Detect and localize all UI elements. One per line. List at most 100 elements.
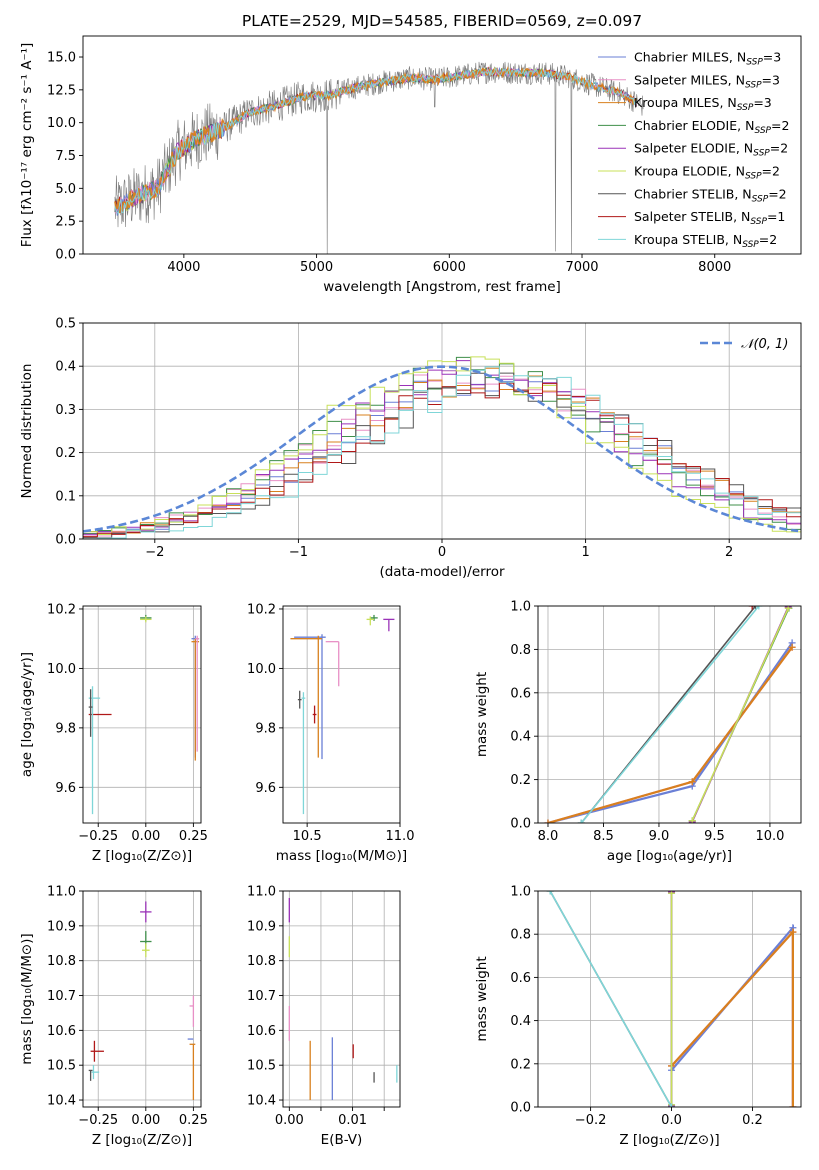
legend-count: =2	[771, 118, 789, 133]
x-axis-label: Z [log₁₀(Z/Z⊙)]	[92, 1132, 192, 1148]
x-axis-label: Z [log₁₀(Z/Z⊙)]	[92, 848, 192, 864]
mass-vs-z-panel: −0.25 0.00 0.25 10.4 10.5 10.6 10.7 10.8 10.9 11.…	[19, 885, 208, 1149]
y-tick-label: 11.0	[247, 885, 276, 900]
weight-kroupa-stelib-marker	[577, 819, 585, 823]
point-kroupa-miles	[290, 635, 322, 758]
y-tick-label: 10.0	[47, 116, 76, 131]
point-kroupa-miles	[191, 638, 200, 761]
legend-label: Salpeter MILES, NSSP=3	[634, 72, 780, 90]
legend-count: =2	[768, 186, 786, 201]
legend-label: Salpeter STELIB, NSSP=1	[634, 209, 785, 227]
legend-text: Kroupa ELODIE, N	[634, 164, 745, 179]
mass-vs-ebv-panel: 0.00 0.01 10.4 10.5 10.6 10.7 10.8 10.9 11.0 E(B-…	[247, 885, 401, 1148]
weight-chabrier-stelib-marker	[752, 606, 760, 610]
legend-count: =3	[762, 72, 780, 87]
x-tick-label: 0.01	[338, 1113, 367, 1128]
point-salpeter-elodie	[383, 618, 395, 632]
y-tick-label: 10.8	[47, 954, 76, 969]
y-axis-label: mass weight	[474, 672, 490, 757]
y-tick-label: 0.6	[510, 971, 531, 986]
point-salpeter-miles	[189, 995, 195, 1027]
x-tick-label: 6000	[433, 260, 466, 275]
weight-vs-age-panel: 8.0 8.5 9.0 9.5 10.0 0.0 0.2 0.4 0.6 0.8 1.0 age [l…	[474, 600, 802, 864]
error-bars	[290, 614, 395, 815]
weight-kroupa-miles-marker	[544, 819, 552, 823]
y-axis-label: mass weight	[474, 956, 490, 1041]
x-tick-label: 0.0	[661, 1113, 682, 1128]
weight-chabrier-miles	[547, 642, 794, 823]
legend-subscript: SSP	[754, 126, 771, 136]
x-tick-label: −0.25	[78, 829, 118, 844]
y-tick-label: 10.4	[247, 1094, 276, 1109]
y-axis-label: Flux [fλ10⁻¹⁷ erg cm⁻² s⁻¹ A⁻¹]	[19, 43, 35, 248]
histograms	[83, 356, 801, 539]
axes-frame	[537, 890, 802, 1108]
y-tick-label: 0.4	[55, 360, 76, 375]
legend-count: =2	[759, 232, 777, 247]
y-tick-label: 0.2	[55, 446, 76, 461]
legend-subscript: SSP	[753, 149, 770, 159]
x-tick-label: 0.00	[131, 1113, 160, 1128]
point-kroupa-stelib	[91, 1065, 100, 1080]
x-axis-label: age [log₁₀(age/yr)]	[607, 848, 732, 864]
point-salpeter-stelib	[90, 1040, 104, 1062]
y-tick-label: 10.6	[247, 1024, 276, 1039]
legend-text: Chabrier MILES, N	[634, 50, 746, 65]
point-kroupa-elodie	[140, 616, 152, 623]
x-tick-label: 1	[581, 545, 589, 560]
legend-subscript: SSP	[745, 80, 762, 90]
y-tick-label: 15.0	[47, 51, 76, 66]
x-axis-label: (data-model)/error	[379, 564, 505, 580]
y-tick-label: 5.0	[55, 182, 76, 197]
x-tick-label: 8.0	[538, 829, 559, 844]
y-tick-label: 10.0	[47, 662, 76, 677]
y-tick-label: 11.0	[47, 885, 76, 900]
point-kroupa-elodie	[366, 616, 374, 626]
x-tick-label: 4000	[167, 260, 200, 275]
y-tick-label: 10.9	[247, 919, 276, 934]
y-tick-label: 0.2	[510, 773, 531, 788]
x-tick-label: 7000	[565, 260, 598, 275]
weight-kroupa-elodie	[691, 607, 789, 822]
legend-label: Chabrier STELIB, NSSP=2	[634, 186, 787, 204]
legend-subscript: SSP	[750, 217, 767, 227]
legend-subscript: SSP	[745, 172, 762, 182]
axes-frame	[282, 605, 401, 824]
x-tick-label: 11.0	[386, 829, 415, 844]
legend-label: Kroupa ELODIE, NSSP=2	[634, 164, 780, 182]
y-tick-label: 0.8	[510, 928, 531, 943]
axes-frame	[82, 890, 202, 1108]
y-tick-label: 0.0	[55, 533, 76, 548]
y-tick-label: 10.5	[47, 1059, 76, 1074]
point-salpeter-miles	[195, 635, 200, 752]
x-tick-label: 10.0	[755, 829, 784, 844]
y-tick-label: 7.5	[55, 149, 76, 164]
legend-label: 𝒩(0, 1)	[741, 337, 788, 352]
point-salpeter-elodie	[140, 901, 152, 923]
axes-frame	[82, 605, 202, 824]
legend-text: Kroupa MILES, N	[634, 95, 737, 110]
weight-kroupa-elodie-marker	[688, 817, 696, 823]
y-tick-label: 9.6	[255, 781, 276, 796]
y-tick-label: 0.1	[55, 489, 76, 504]
figure-title: PLATE=2529, MJD=54585, FIBERID=0569, z=0…	[241, 12, 643, 30]
y-tick-label: 0.4	[510, 1014, 531, 1029]
model-spectrum-kroupa-miles	[114, 66, 638, 214]
y-tick-label: 10.7	[247, 989, 276, 1004]
weight-kroupa-miles	[670, 929, 795, 1107]
point-kroupa-elodie	[142, 943, 150, 958]
x-tick-label: −1	[289, 545, 308, 560]
y-tick-label: 0.4	[510, 730, 531, 745]
x-tick-label: 2	[725, 545, 733, 560]
error-bars	[88, 614, 200, 815]
y-tick-label: 2.5	[55, 215, 76, 230]
x-tick-label: 8.5	[593, 829, 614, 844]
x-axis-label: wavelength [Angstrom, rest frame]	[323, 279, 561, 295]
weight-salpeter-miles	[670, 929, 795, 1107]
weight-kroupa-elodie-marker	[784, 606, 792, 612]
axes-frame	[537, 605, 802, 824]
weight-lines	[544, 606, 796, 823]
y-tick-label: 9.6	[55, 781, 76, 796]
weight-kroupa-stelib-marker	[755, 606, 763, 610]
